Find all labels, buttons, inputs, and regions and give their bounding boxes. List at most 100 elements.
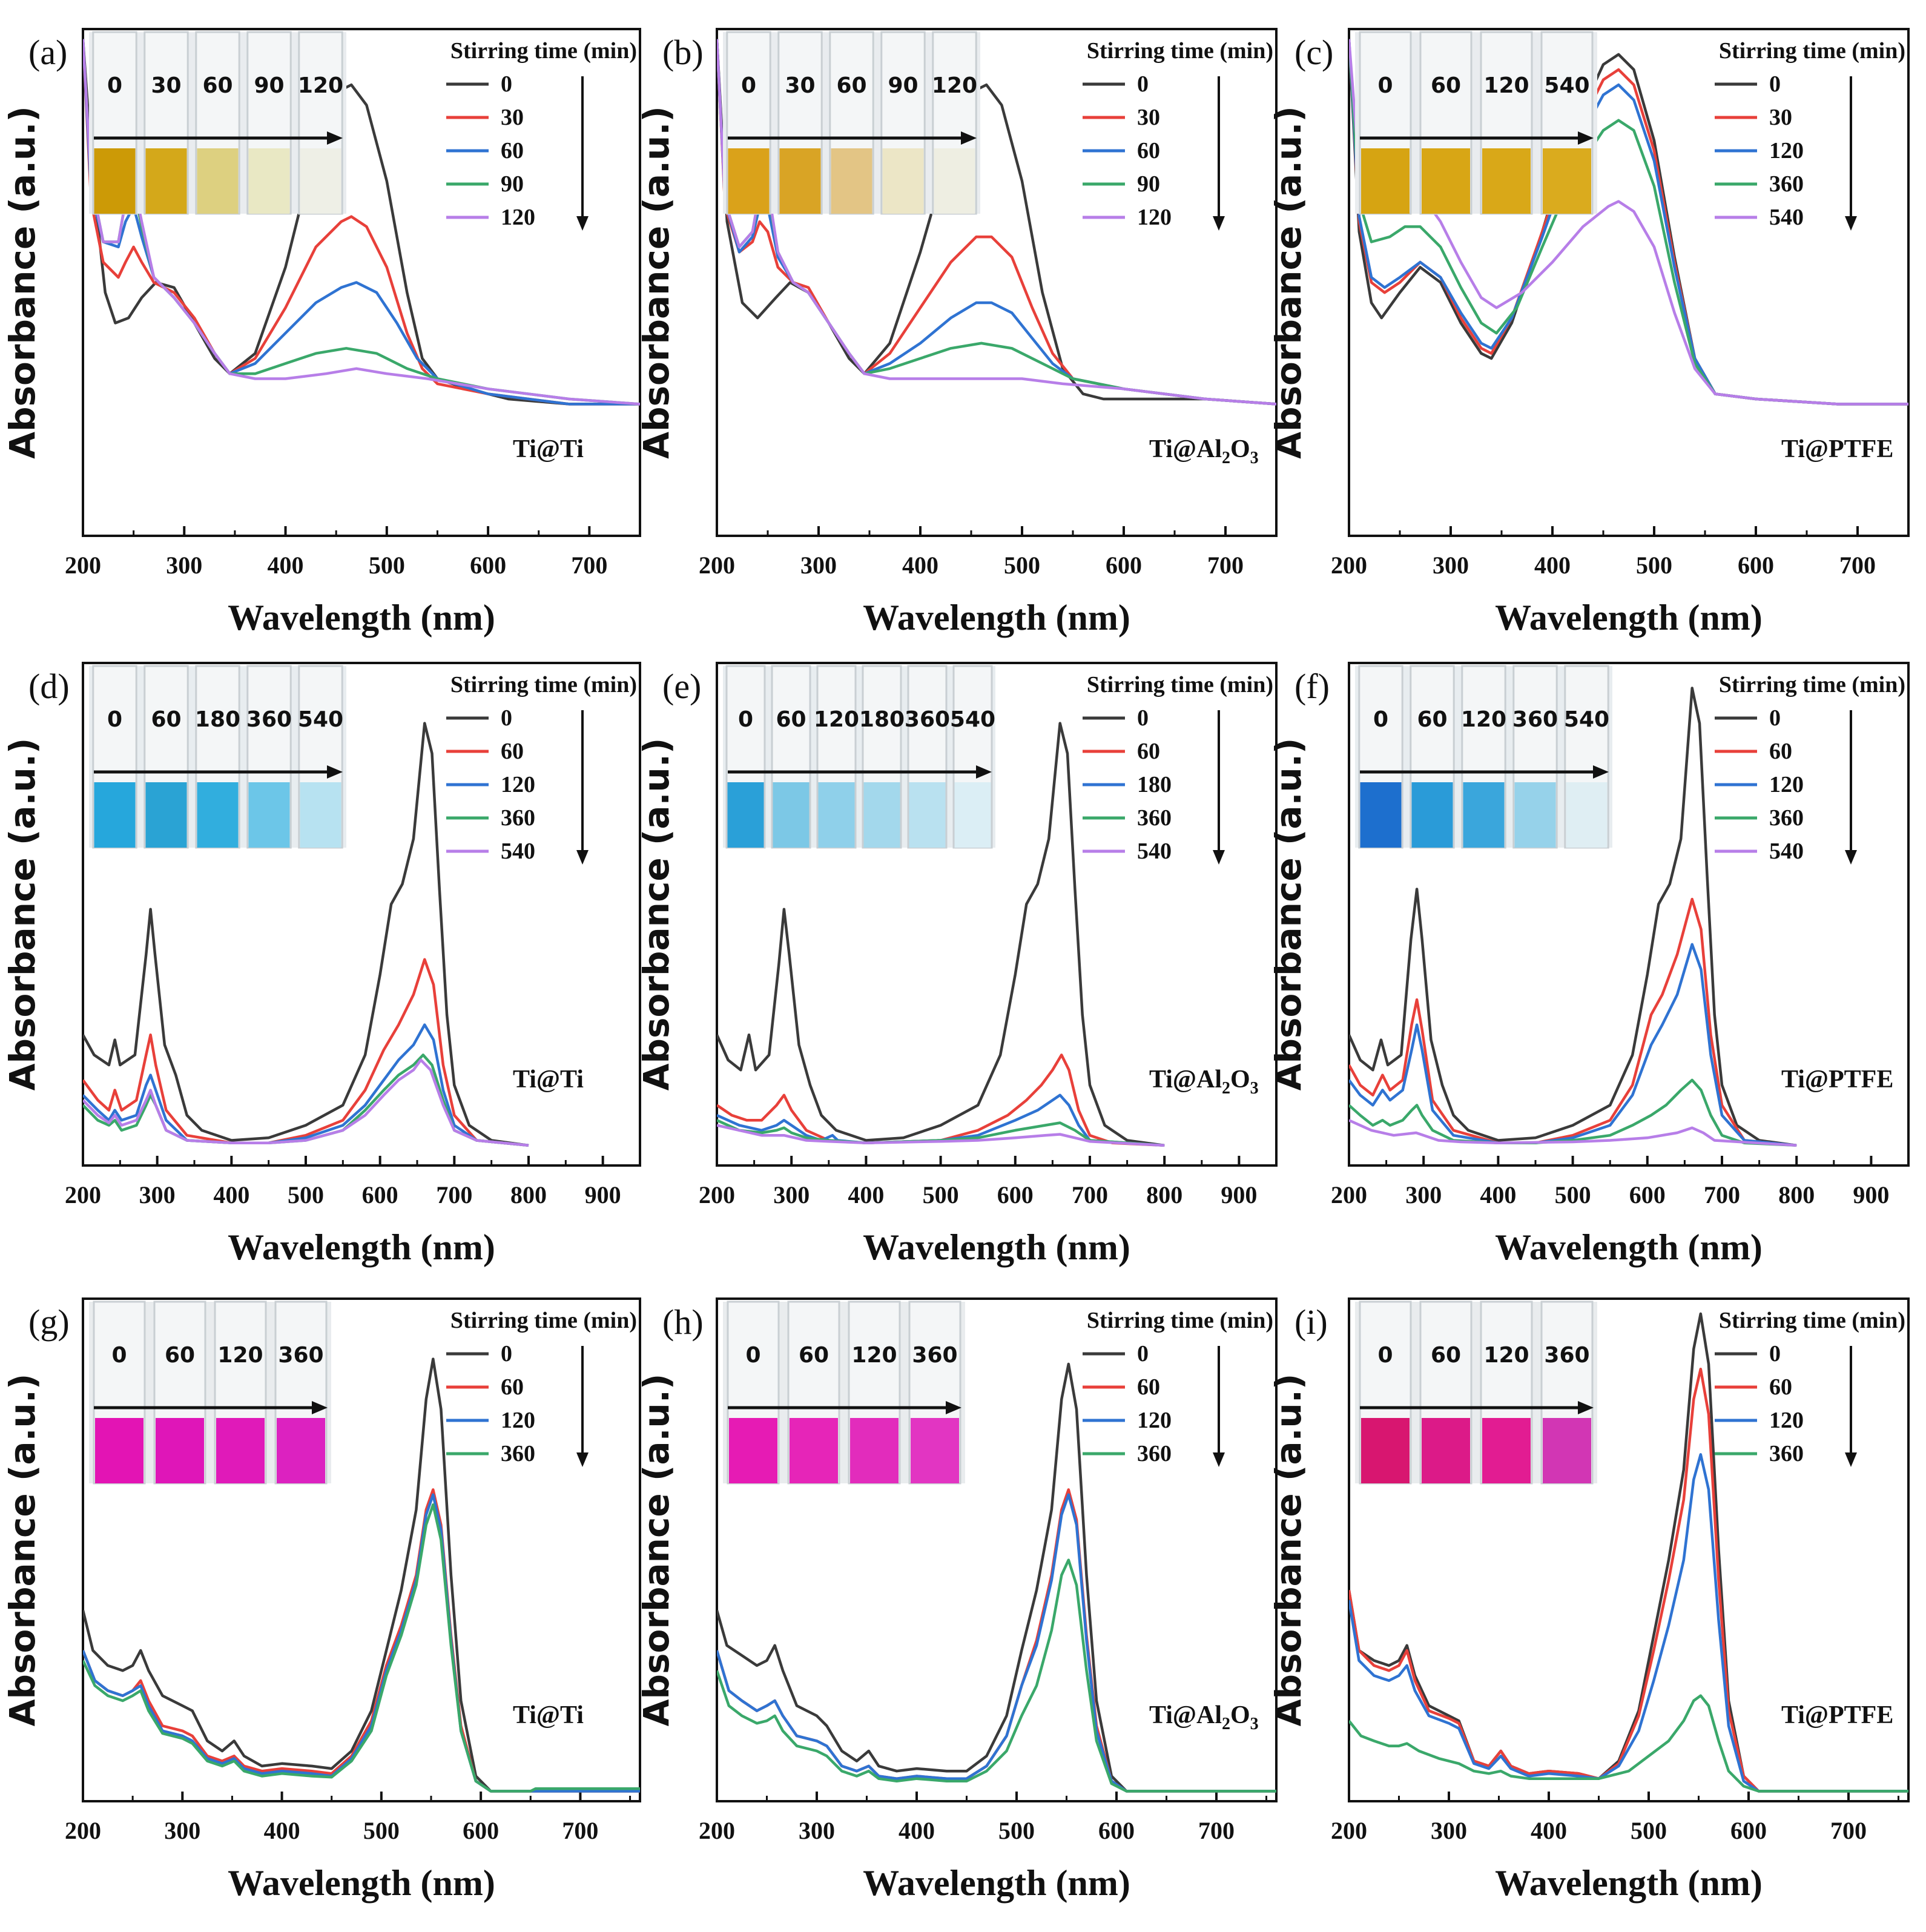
legend-title: Stirring time (min) — [450, 1308, 637, 1333]
series-line-0 — [717, 722, 1165, 1147]
sample-label: Ti@PTFE — [1781, 1701, 1893, 1729]
cuvette-liquid — [818, 782, 855, 848]
x-tick-label: 200 — [1331, 1817, 1367, 1844]
y-axis-title: Absorbance (a.u.) — [1268, 106, 1309, 459]
legend-label-90: 90 — [1137, 171, 1160, 197]
inset-photo: 0 60 120 360 — [1355, 1301, 1597, 1485]
cuvette-liquid — [1482, 1418, 1531, 1483]
cuvette-liquid — [248, 782, 290, 848]
legend-label-540: 540 — [1769, 839, 1804, 864]
inset-time-label: 60 — [151, 707, 181, 732]
x-tick-label: 300 — [799, 1817, 835, 1844]
inset-time-label: 540 — [1564, 707, 1609, 732]
inset-time-label: 60 — [1431, 73, 1461, 98]
sample-label: Ti@Al2O3 — [1149, 435, 1259, 467]
x-axis-title: Wavelength (nm) — [863, 1227, 1130, 1267]
cuvette-liquid — [728, 148, 770, 214]
cuvette-liquid — [1514, 782, 1556, 848]
series-group — [83, 722, 529, 1147]
x-tick-label: 600 — [1098, 1817, 1135, 1844]
x-tick-label: 600 — [1730, 1817, 1767, 1844]
x-tick-label: 300 — [1405, 1181, 1442, 1208]
cuvette-liquid — [300, 782, 341, 848]
x-tick-label: 300 — [1431, 1817, 1467, 1844]
x-tick-label: 200 — [65, 1817, 101, 1844]
x-tick-label: 500 — [1631, 1817, 1667, 1844]
inset-time-label: 120 — [217, 1343, 263, 1368]
inset-time-label: 30 — [151, 73, 181, 98]
inset-arrow-head — [327, 131, 343, 145]
inset-time-label: 540 — [950, 707, 995, 732]
inset-time-label: 0 — [1377, 73, 1393, 98]
inset-photo: 0 60 120 180 360 540 — [723, 665, 995, 849]
y-axis-title: Absorbance (a.u.) — [636, 1374, 677, 1727]
cuvette-liquid — [145, 148, 187, 214]
x-tick-label: 700 — [1198, 1817, 1235, 1844]
cuvette-liquid — [773, 782, 810, 848]
inset-time-label: 0 — [1373, 707, 1388, 732]
sample-label: Ti@Ti — [513, 435, 584, 463]
legend-label-360: 360 — [1137, 1441, 1172, 1466]
cuvette-liquid — [1360, 782, 1402, 848]
inset-photo: 0 30 60 90 120 — [89, 31, 346, 215]
series-line-540 — [83, 1058, 529, 1147]
x-axis-title: Wavelength (nm) — [228, 1863, 495, 1903]
panel-letter: (f) — [1294, 667, 1330, 706]
inset-time-label: 60 — [799, 1343, 829, 1368]
y-axis-title: Absorbance (a.u.) — [2, 1374, 43, 1727]
x-tick-label: 400 — [899, 1817, 935, 1844]
plot-frame — [716, 662, 1278, 1167]
x-tick-label: 500 — [998, 1817, 1035, 1844]
legend-label-120: 120 — [501, 205, 535, 230]
x-tick-label: 300 — [800, 552, 837, 579]
inset-time-label: 540 — [1544, 73, 1589, 98]
legend-label-180: 180 — [1137, 772, 1172, 797]
cuvette-liquid — [1361, 1418, 1410, 1483]
y-axis-title: Absorbance (a.u.) — [1268, 738, 1309, 1091]
series-line-360 — [717, 1558, 1276, 1793]
x-tick-label: 800 — [1146, 1181, 1182, 1208]
inset-time-label: 120 — [1483, 73, 1529, 98]
cuvette-liquid — [882, 148, 924, 214]
legend-arrow-head — [1213, 216, 1225, 231]
x-tick-label: 400 — [268, 552, 304, 579]
inset-time-label: 360 — [912, 1343, 957, 1368]
cuvette-liquid — [1361, 148, 1410, 214]
legend-label-0: 0 — [501, 71, 512, 97]
x-tick-label: 400 — [1480, 1181, 1516, 1208]
x-tick-label: 500 — [923, 1181, 959, 1208]
x-tick-label: 800 — [1778, 1181, 1815, 1208]
legend-label-540: 540 — [1137, 839, 1172, 864]
cuvette-liquid — [831, 148, 872, 214]
x-tick-label: 700 — [562, 1817, 598, 1844]
series-line-60 — [1349, 1367, 1908, 1793]
legend-title: Stirring time (min) — [450, 672, 637, 697]
legend: Stirring time (min) 0 30 60 90 120 — [446, 38, 637, 231]
series-line-60 — [83, 39, 640, 406]
series-line-60 — [717, 1053, 1165, 1147]
series-group — [83, 39, 640, 406]
cuvette-liquid — [1411, 782, 1453, 848]
inset-time-label: 360 — [1544, 1343, 1589, 1368]
inset-arrow-head — [1593, 765, 1609, 779]
x-tick-label: 500 — [1555, 1181, 1591, 1208]
panel-letter: (d) — [28, 667, 70, 706]
legend-label-60: 60 — [1769, 739, 1792, 764]
panel-letter: (a) — [28, 33, 67, 72]
x-tick-label: 700 — [1704, 1181, 1740, 1208]
inset-photo: 0 60 120 360 — [89, 1301, 331, 1485]
plot-frame — [1348, 662, 1910, 1167]
legend-label-30: 30 — [501, 105, 524, 130]
x-tick-label: 900 — [585, 1181, 621, 1208]
x-tick-label: 900 — [1853, 1181, 1889, 1208]
legend-title: Stirring time (min) — [1719, 1308, 1905, 1333]
cuvette-liquid — [934, 148, 975, 214]
x-tick-label: 400 — [264, 1817, 300, 1844]
legend-arrow-head — [576, 216, 589, 231]
x-tick-label: 600 — [1629, 1181, 1666, 1208]
legend-label-0: 0 — [1137, 71, 1149, 97]
legend: Stirring time (min) 0 60 120 360 — [1083, 1308, 1273, 1467]
